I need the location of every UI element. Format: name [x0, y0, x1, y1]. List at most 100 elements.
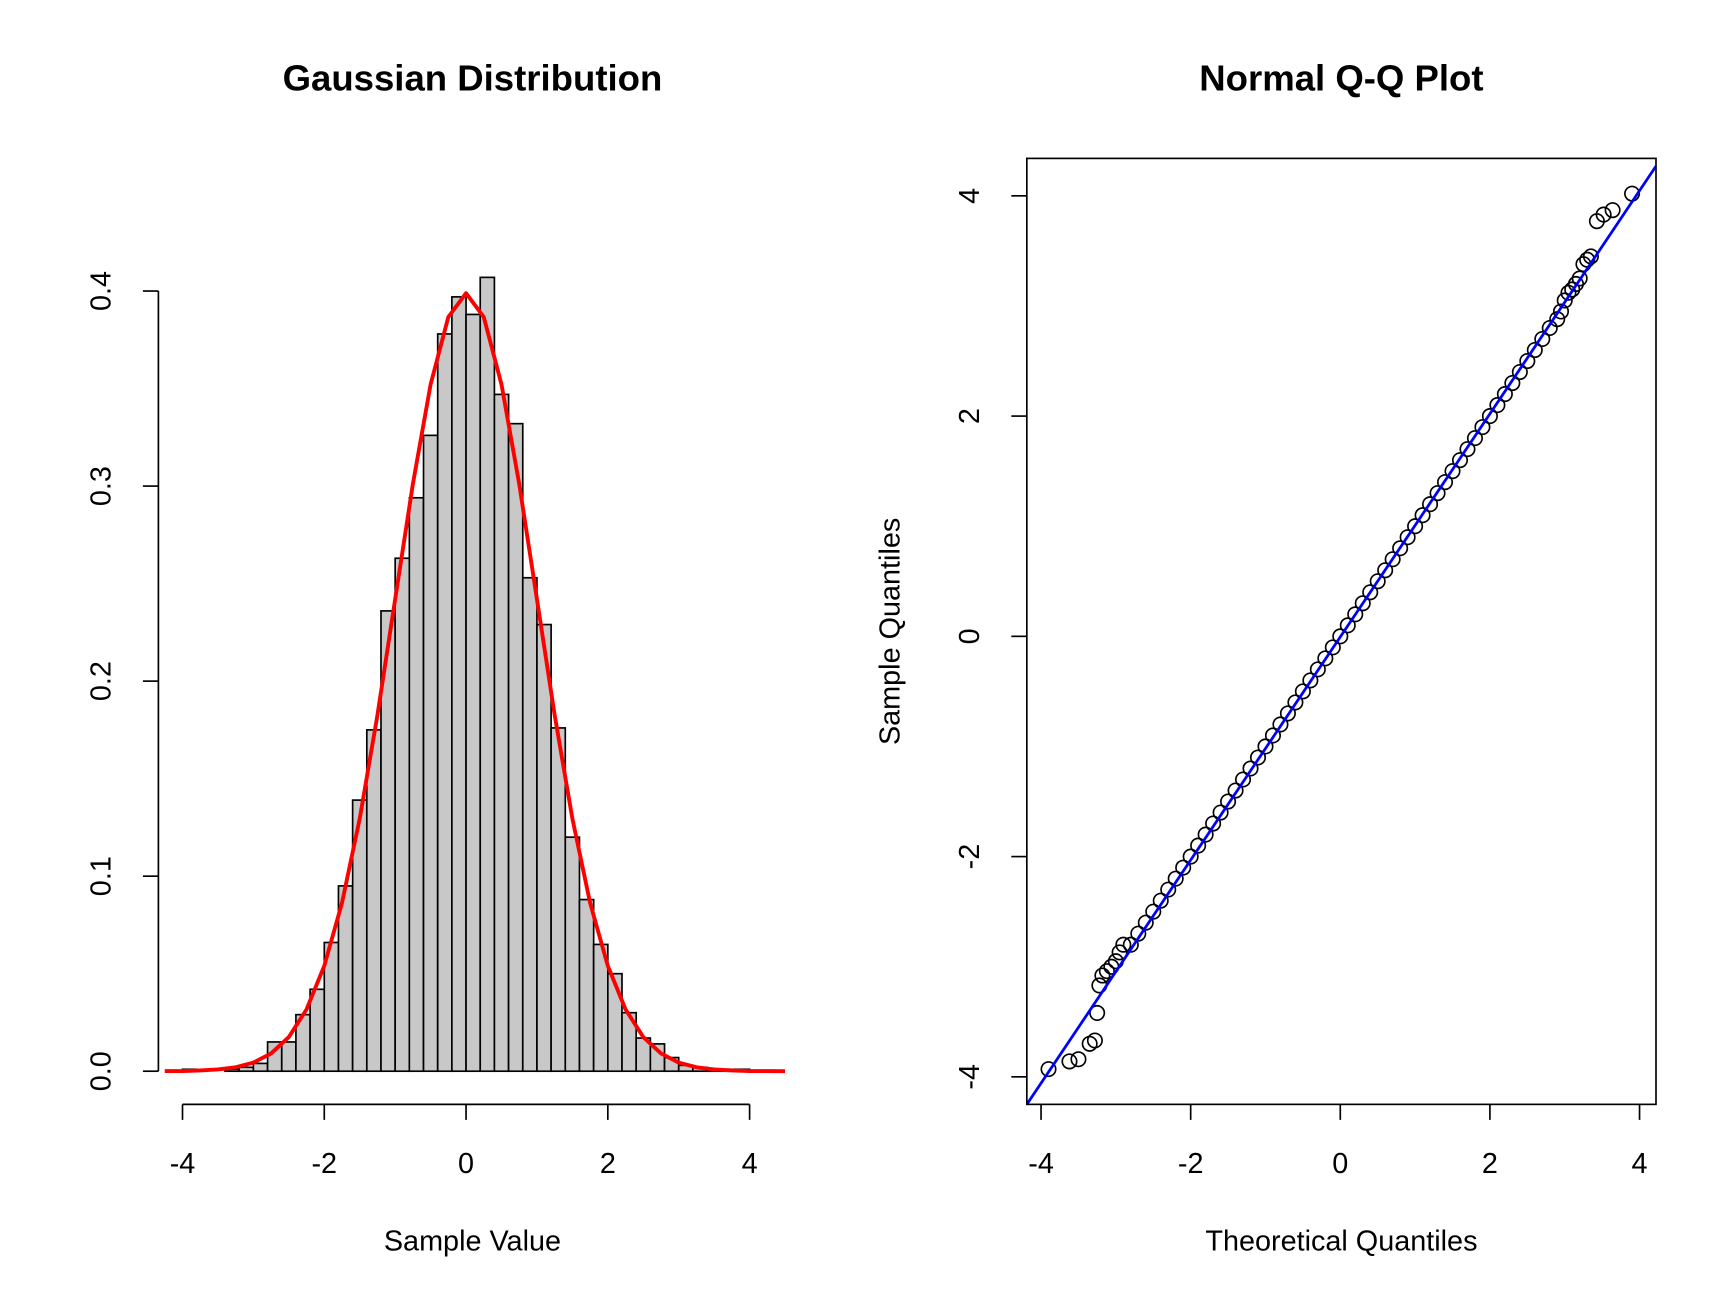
x-tick-label: 4 — [1632, 1148, 1648, 1180]
qq-point — [1272, 716, 1289, 733]
bar — [408, 496, 425, 1073]
qq-point — [1130, 925, 1147, 942]
qq-point — [1264, 727, 1281, 744]
y-tick-label: -4 — [954, 1064, 986, 1090]
y-tick-label: 0.1 — [86, 856, 118, 896]
qq-point — [1369, 573, 1386, 590]
x-tick-label: -4 — [170, 1148, 196, 1180]
bar — [451, 296, 467, 1073]
qq-point — [1182, 848, 1199, 865]
x-tick-label: -4 — [1028, 1148, 1054, 1180]
qq-point — [1160, 881, 1177, 898]
bar — [578, 898, 595, 1073]
qq-point — [1175, 859, 1192, 876]
x-tick-label: -2 — [311, 1148, 337, 1180]
qq-point — [1422, 496, 1439, 513]
x-tick-label: 2 — [1482, 1148, 1498, 1180]
y-tick-label: 0.3 — [86, 466, 118, 506]
qq-point — [1205, 815, 1222, 832]
qq-point — [1595, 206, 1612, 223]
qq-point — [1556, 292, 1573, 309]
qq-point — [1227, 782, 1244, 799]
y-tick-label: 0.0 — [86, 1051, 118, 1091]
bar — [365, 729, 382, 1073]
qq-point — [1294, 683, 1311, 700]
qq-point — [1414, 507, 1431, 524]
qq-point — [1317, 650, 1334, 667]
qq-point — [1519, 352, 1536, 370]
qq-point — [1324, 639, 1341, 656]
y-tick-label: 0 — [954, 628, 986, 644]
x-tick-label: 0 — [1332, 1148, 1348, 1180]
qq-point — [1466, 430, 1483, 447]
y-axis-title: Sample Quantiles — [874, 518, 906, 745]
x-axis-title: Theoretical Quantiles — [1205, 1225, 1477, 1257]
qq-point — [1377, 562, 1394, 579]
qq-point — [1212, 804, 1229, 821]
qq-point — [1552, 303, 1570, 320]
qq-point — [1459, 441, 1476, 458]
x-tick-label: 4 — [742, 1148, 758, 1180]
chart-title: Normal Q-Q Plot — [1199, 58, 1483, 99]
qq-point — [1511, 364, 1528, 381]
qq-point — [1137, 914, 1154, 931]
qq-point — [1309, 661, 1326, 678]
qq-point — [1481, 408, 1498, 425]
qq-point — [1534, 330, 1551, 348]
y-tick-label: 4 — [954, 188, 986, 204]
bar — [507, 422, 524, 1073]
bar — [252, 1062, 269, 1073]
qq-point — [1474, 419, 1491, 436]
qq-point — [1347, 606, 1364, 623]
qq-point — [1061, 1053, 1078, 1070]
qq-point — [1354, 595, 1371, 612]
qq-point — [1279, 705, 1296, 722]
qq-point — [1086, 1032, 1103, 1049]
qq-point — [1070, 1051, 1087, 1068]
bar — [479, 276, 496, 1073]
qq-point — [1167, 870, 1184, 887]
qq-point — [1407, 518, 1424, 535]
qq-point — [1504, 375, 1521, 392]
qq-point — [1399, 529, 1416, 546]
qq-point — [1362, 584, 1379, 601]
bar — [465, 313, 482, 1073]
qq-point — [1115, 936, 1132, 953]
bar — [436, 333, 453, 1073]
y-tick-label: 2 — [954, 408, 986, 424]
x-tick-label: 2 — [600, 1148, 616, 1180]
qq-point — [1571, 270, 1588, 287]
qq-point — [1257, 738, 1274, 755]
plot-box — [1026, 157, 1657, 1106]
x-tick-label: 0 — [458, 1148, 474, 1180]
qq-point — [1094, 967, 1111, 984]
qq-point — [1197, 826, 1214, 843]
qq-point — [1287, 694, 1304, 711]
qq-point — [1392, 540, 1409, 557]
qq-point — [1332, 628, 1349, 645]
plot-area — [1026, 165, 1656, 1105]
qq-point — [1098, 963, 1115, 980]
x-tick-label: -2 — [1178, 1148, 1204, 1180]
qq-point — [1249, 749, 1267, 766]
bar — [521, 576, 538, 1073]
qq-point — [1496, 386, 1513, 403]
qq-point — [1145, 903, 1162, 920]
bar — [309, 988, 326, 1073]
qq-point — [1436, 474, 1454, 491]
qq-point — [1444, 463, 1461, 480]
qq-point — [1220, 793, 1237, 810]
bar — [536, 623, 552, 1073]
bar — [564, 836, 581, 1073]
qq-point — [1040, 1061, 1057, 1078]
qq-point — [1489, 397, 1506, 414]
bar — [238, 1066, 255, 1073]
qq-point — [1242, 760, 1259, 777]
qq-point — [1152, 892, 1169, 909]
density-curve — [164, 291, 786, 1074]
y-tick-label: 0.2 — [86, 661, 118, 701]
bar — [422, 434, 439, 1073]
qq-point — [1339, 617, 1356, 634]
